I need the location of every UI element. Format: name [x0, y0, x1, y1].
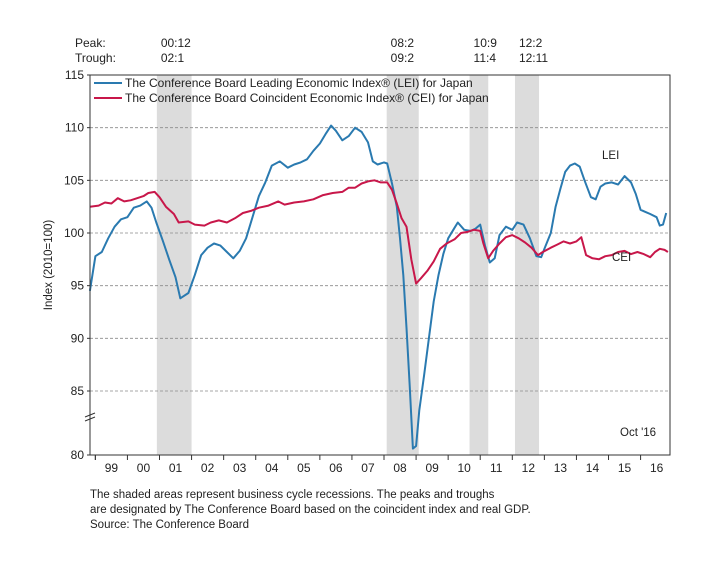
y-axis: 80 85 90 95 100 105 110 115: [64, 68, 90, 462]
trough-date-2: 11:4: [474, 51, 497, 65]
recession-band-2: [469, 75, 489, 455]
x-tick-label-2005: 05: [297, 461, 311, 475]
y-tick-label-80: 80: [71, 448, 85, 462]
x-tick-label-2016: 16: [650, 461, 664, 475]
x-tick-label-1999: 99: [105, 461, 119, 475]
y-axis-label: Index (2010=100): [43, 220, 55, 311]
x-tick-label-2001: 01: [169, 461, 183, 475]
peak-date-2: 10:9: [474, 36, 498, 50]
trough-date-3: 12:11: [519, 51, 548, 65]
y-tick-label-110: 110: [65, 121, 84, 135]
y-tick-label-115: 115: [65, 68, 84, 82]
legend-cei-label: The Conference Board Coincident Economic…: [125, 91, 489, 105]
peak-date-3: 12:2: [519, 36, 543, 50]
x-tick-label-2010: 10: [458, 461, 472, 475]
x-tick-label-2000: 00: [137, 461, 151, 475]
recession-band-3: [514, 75, 540, 455]
series-line-lei: [88, 124, 668, 450]
legend: The Conference Board Leading Economic In…: [94, 76, 489, 105]
peak-date-1: 08:2: [391, 36, 415, 50]
lei-line-label: LEI: [602, 150, 619, 162]
y-tick-label-90: 90: [71, 331, 85, 345]
x-tick-label-2002: 02: [201, 461, 215, 475]
footnote-line-1: The shaded areas represent business cycl…: [90, 489, 495, 501]
x-tick-label-2012: 12: [522, 461, 536, 475]
x-tick-label-2013: 13: [554, 461, 568, 475]
peak-header-label: Peak:: [75, 36, 106, 50]
footnote-line-2: are designated by The Conference Board b…: [90, 504, 531, 516]
trough-date-1: 09:2: [391, 51, 415, 65]
y-tick-label-100: 100: [64, 226, 84, 240]
trough-date-0: 02:1: [161, 51, 185, 65]
y-axis-break: [84, 412, 96, 422]
trough-header-label: Trough:: [75, 51, 116, 65]
x-tick-label-2014: 14: [586, 461, 600, 475]
x-axis: 99 00 01 02 03 04 05 06 07 08 09 10 11 12 13 14 15 16: [94, 455, 664, 475]
plot-frame: [89, 74, 671, 456]
legend-lei-label: The Conference Board Leading Economic In…: [125, 76, 473, 90]
y-tick-label-105: 105: [64, 173, 84, 187]
x-tick-label-2006: 06: [329, 461, 343, 475]
x-tick-label-2004: 04: [265, 461, 279, 475]
axis-break-mark-1: [84, 412, 96, 418]
source-note: Source: The Conference Board: [90, 519, 249, 531]
x-tick-label-2011: 11: [490, 461, 503, 475]
x-tick-label-2008: 08: [393, 461, 407, 475]
peak-date-0: 00:12: [161, 36, 191, 50]
x-tick-label-2007: 07: [361, 461, 375, 475]
x-tick-label-2003: 03: [233, 461, 247, 475]
x-tick-label-2015: 15: [618, 461, 632, 475]
y-tick-label-95: 95: [71, 279, 85, 293]
axis-break-mark-2: [84, 416, 96, 422]
footnote: The shaded areas represent business cycl…: [90, 488, 531, 533]
date-annotation: Oct '16: [620, 427, 656, 439]
y-tick-label-85: 85: [71, 384, 85, 398]
series-line-cei: [89, 179, 669, 285]
gridlines: [90, 127, 670, 392]
recession-shading: [156, 75, 540, 455]
recession-band-0: [156, 75, 192, 455]
series-lines: [88, 124, 669, 450]
x-tick-label-2009: 09: [425, 461, 439, 475]
cei-line-label: CEI: [612, 252, 631, 264]
